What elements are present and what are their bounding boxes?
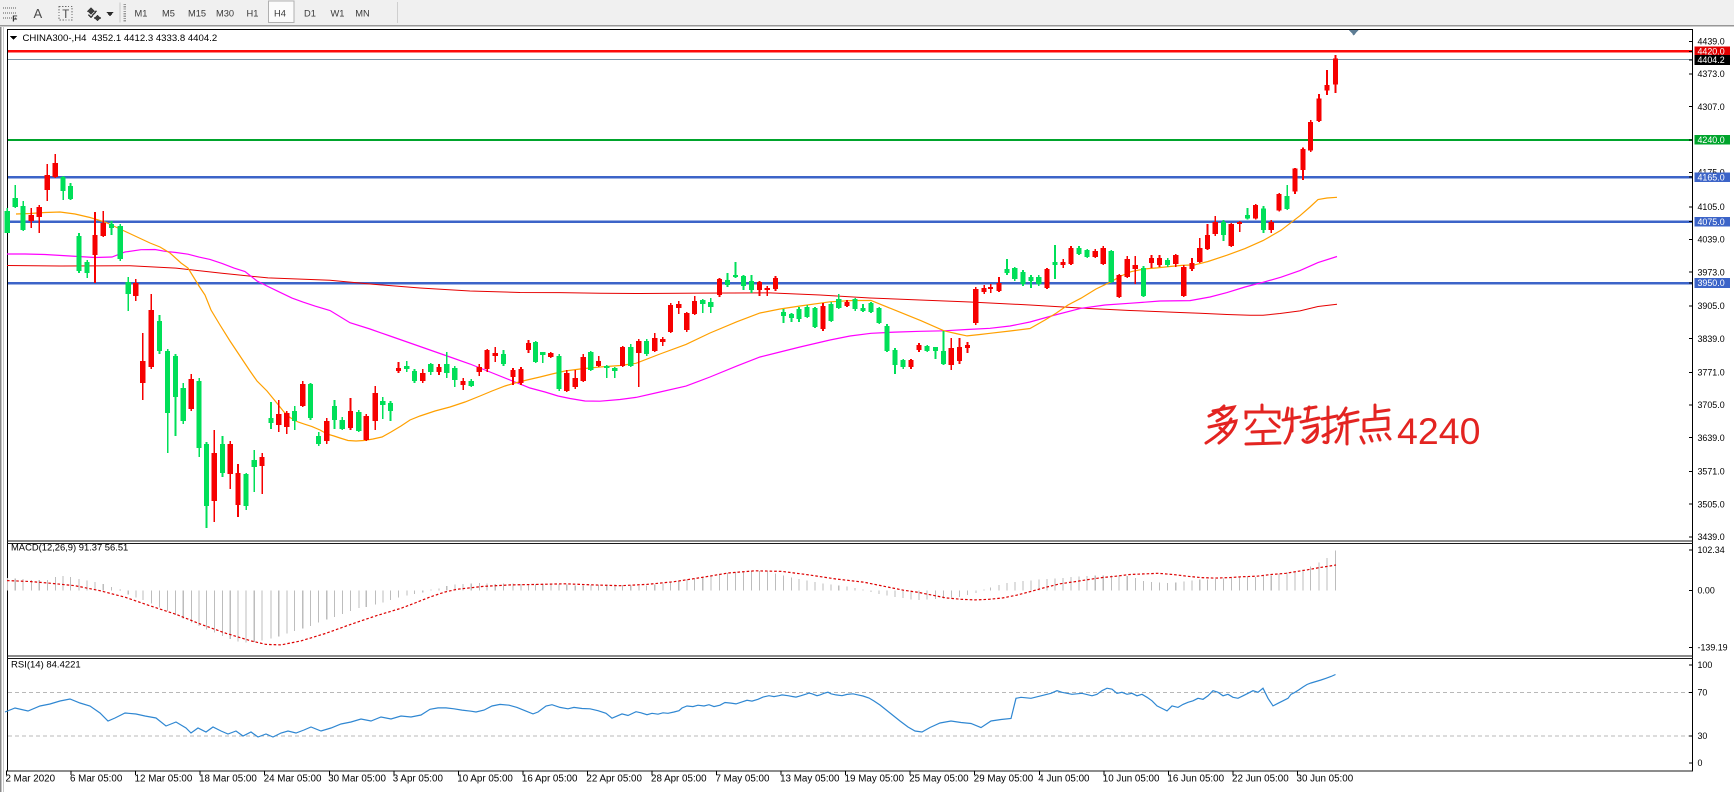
svg-text:4165.0: 4165.0 xyxy=(1698,172,1725,182)
svg-text:4105.0: 4105.0 xyxy=(1698,202,1725,212)
svg-text:7 May 05:00: 7 May 05:00 xyxy=(716,774,770,785)
svg-text:16 Jun 05:00: 16 Jun 05:00 xyxy=(1167,774,1224,785)
svg-text:MN: MN xyxy=(355,9,369,19)
svg-text:28 Apr 05:00: 28 Apr 05:00 xyxy=(651,774,707,785)
svg-text:30 Mar 05:00: 30 Mar 05:00 xyxy=(328,774,386,785)
svg-text:CHINA300-,H4 4352.1 4412.3 43: CHINA300-,H4 4352.1 4412.3 4333.8 4404.2 xyxy=(23,33,218,44)
svg-text:-139.19: -139.19 xyxy=(1698,643,1728,653)
svg-text:18 Mar 05:00: 18 Mar 05:00 xyxy=(199,774,257,785)
svg-text:25 May 05:00: 25 May 05:00 xyxy=(909,774,969,785)
svg-text:M15: M15 xyxy=(188,9,206,19)
svg-text:3639.0: 3639.0 xyxy=(1698,433,1725,443)
svg-text:3505.0: 3505.0 xyxy=(1698,499,1725,509)
svg-text:22 Jun 05:00: 22 Jun 05:00 xyxy=(1232,774,1289,785)
svg-text:4307.0: 4307.0 xyxy=(1698,102,1725,112)
svg-text:H1: H1 xyxy=(247,9,259,19)
svg-text:A: A xyxy=(34,6,43,21)
svg-text:F: F xyxy=(12,14,17,24)
svg-text:2 Mar 2020: 2 Mar 2020 xyxy=(6,774,56,785)
svg-text:29 May 05:00: 29 May 05:00 xyxy=(974,774,1034,785)
svg-text:T: T xyxy=(62,9,69,21)
svg-text:M30: M30 xyxy=(216,9,234,19)
svg-text:4373.0: 4373.0 xyxy=(1698,69,1725,79)
svg-text:4240.0: 4240.0 xyxy=(1698,135,1725,145)
svg-text:70: 70 xyxy=(1698,688,1708,698)
svg-text:3973.0: 3973.0 xyxy=(1698,267,1725,277)
svg-text:4439.0: 4439.0 xyxy=(1698,37,1725,47)
svg-text:4039.0: 4039.0 xyxy=(1698,235,1725,245)
svg-text:3571.0: 3571.0 xyxy=(1698,467,1725,477)
svg-text:24 Mar 05:00: 24 Mar 05:00 xyxy=(264,774,322,785)
svg-text:16 Apr 05:00: 16 Apr 05:00 xyxy=(522,774,578,785)
svg-text:M1: M1 xyxy=(135,9,148,19)
svg-text:4404.2: 4404.2 xyxy=(1698,55,1725,65)
svg-text:13 May 05:00: 13 May 05:00 xyxy=(780,774,840,785)
svg-text:4420.0: 4420.0 xyxy=(1698,47,1725,57)
svg-text:30: 30 xyxy=(1698,731,1708,741)
svg-text:22 Apr 05:00: 22 Apr 05:00 xyxy=(586,774,642,785)
svg-text:6 Mar 05:00: 6 Mar 05:00 xyxy=(70,774,123,785)
svg-text:3771.0: 3771.0 xyxy=(1698,368,1725,378)
svg-text:3 Apr 05:00: 3 Apr 05:00 xyxy=(393,774,444,785)
svg-text:3950.0: 3950.0 xyxy=(1698,278,1725,288)
svg-text:3905.0: 3905.0 xyxy=(1698,301,1725,311)
svg-text:0.00: 0.00 xyxy=(1698,586,1715,596)
svg-text:102.34: 102.34 xyxy=(1698,545,1725,555)
svg-text:10 Apr 05:00: 10 Apr 05:00 xyxy=(457,774,513,785)
svg-text:MACD(12,26,9) 91.37 56.51: MACD(12,26,9) 91.37 56.51 xyxy=(11,542,128,553)
svg-text:3439.0: 3439.0 xyxy=(1698,532,1725,542)
svg-text:H4: H4 xyxy=(274,9,286,19)
svg-text:4075.0: 4075.0 xyxy=(1698,217,1725,227)
svg-text:RSI(14) 84.4221: RSI(14) 84.4221 xyxy=(11,660,81,671)
svg-text:100: 100 xyxy=(1698,660,1713,670)
svg-text:12 Mar 05:00: 12 Mar 05:00 xyxy=(135,774,193,785)
svg-text:4240: 4240 xyxy=(1397,410,1480,452)
svg-text:M5: M5 xyxy=(162,9,175,19)
svg-text:W1: W1 xyxy=(331,9,345,19)
svg-text:10 Jun 05:00: 10 Jun 05:00 xyxy=(1103,774,1160,785)
svg-text:D1: D1 xyxy=(304,9,316,19)
svg-text:3839.0: 3839.0 xyxy=(1698,334,1725,344)
svg-text:4 Jun 05:00: 4 Jun 05:00 xyxy=(1038,774,1090,785)
svg-text:19 May 05:00: 19 May 05:00 xyxy=(845,774,905,785)
svg-text:0: 0 xyxy=(1698,758,1703,768)
svg-text:30 Jun 05:00: 30 Jun 05:00 xyxy=(1297,774,1354,785)
svg-text:3705.0: 3705.0 xyxy=(1698,400,1725,410)
